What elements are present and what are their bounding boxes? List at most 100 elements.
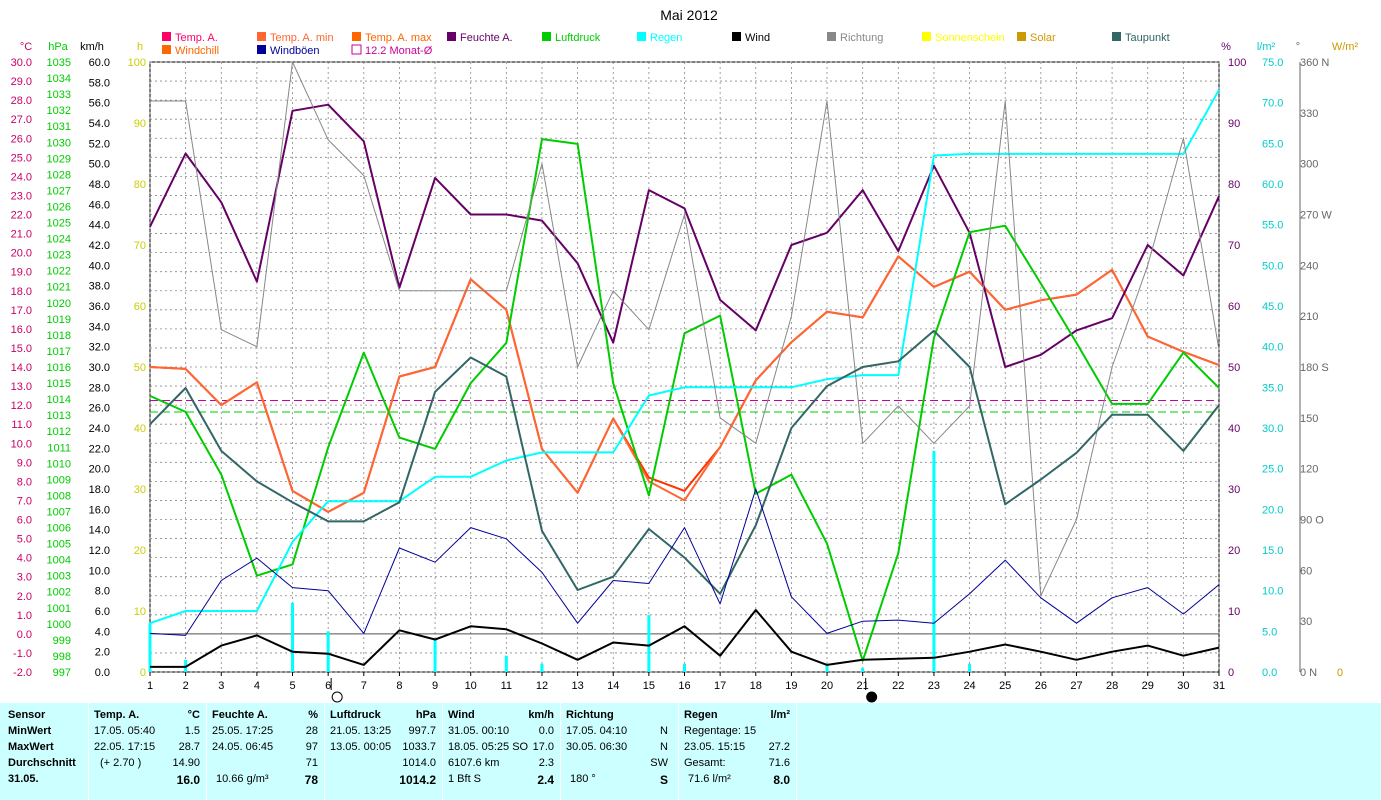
x-tick-label: 5 xyxy=(289,680,295,692)
axis-unit-rain: l/m² xyxy=(1257,41,1276,53)
legend-label: Temp. A. max xyxy=(365,32,432,44)
axis-tick-label-temp: 6.0 xyxy=(17,515,32,527)
axis-tick-label-rain: 5.0 xyxy=(1262,626,1277,638)
axis-tick-label-temp: 21.0 xyxy=(11,229,32,241)
direction-header: Richtung xyxy=(566,709,614,721)
axis-tick-label-wind: 22.0 xyxy=(89,443,110,455)
wind-header: Wind xyxy=(448,709,475,721)
x-tick-label: 28 xyxy=(1106,680,1118,692)
x-tick-label: 7 xyxy=(361,680,367,692)
axis-tick-label-direction: 120 xyxy=(1300,464,1318,476)
axis-tick-label-temp: 17.0 xyxy=(11,305,32,317)
legend-label: Sonnenschein xyxy=(935,32,1005,44)
direction-today-note: 180 ° xyxy=(570,773,596,785)
x-tick-label: 22 xyxy=(892,680,904,692)
legend-swatch xyxy=(162,32,171,41)
summary-row-labels: Sensor MinWert MaxWert Durchschnitt 31.0… xyxy=(8,709,86,789)
x-tick-label: 10 xyxy=(465,680,477,692)
legend-swatch xyxy=(1112,32,1121,41)
axis-tick-label-direction: 60 xyxy=(1300,565,1312,577)
rain-daily-bar xyxy=(861,667,865,672)
axis-unit-temp: °C xyxy=(20,41,32,53)
direction-min-date: 17.05. 04:10 xyxy=(566,725,628,737)
axis-tick-label-pressure: 1031 xyxy=(47,121,71,133)
axis-tick-label-rain: 25.0 xyxy=(1262,464,1283,476)
axis-tick-label-wind: 40.0 xyxy=(89,260,110,272)
axis-tick-label-wind: 2.0 xyxy=(95,647,110,659)
x-tick-label: 11 xyxy=(501,680,512,692)
wind-min-date: 31.05. 00:10 xyxy=(448,725,510,737)
axis-tick-label-wind: 32.0 xyxy=(89,342,110,354)
axis-unit-sun: h xyxy=(137,41,143,53)
wind-today-note: 1 Bft S xyxy=(448,773,482,785)
legend-label: Windchill xyxy=(175,45,219,57)
legend-swatch xyxy=(827,32,836,41)
axis-tick-label-wind: 58.0 xyxy=(89,77,110,89)
wind-unit: km/h xyxy=(528,709,554,721)
temp-min-value: 1.5 xyxy=(184,725,200,737)
series-line-feuchte-a- xyxy=(149,103,1220,368)
legend-label: Taupunkt xyxy=(1125,32,1170,44)
axis-tick-label-temp: 7.0 xyxy=(17,495,32,507)
axis-tick-label-wind: 54.0 xyxy=(89,118,110,130)
humidity-today: 78 xyxy=(304,773,318,787)
temp-avg-note: (+ 2.70 ) xyxy=(100,757,142,769)
temp-max-value: 28.7 xyxy=(178,741,200,753)
axis-tick-label-humidity: 30 xyxy=(1228,484,1240,496)
summary-wind: Wind km/h 31.05. 00:10 0.0 18.05. 05:25 SO… xyxy=(448,709,554,789)
axis-tick-label-pressure: 1004 xyxy=(47,555,71,567)
axis-tick-label-wind: 34.0 xyxy=(89,321,110,333)
axis-tick-label-pressure: 1021 xyxy=(47,282,71,294)
axis-tick-label-pressure: 1018 xyxy=(47,330,71,342)
axis-tick-label-rain: 55.0 xyxy=(1262,220,1283,232)
axis-tick-label-temp: 1.0 xyxy=(17,610,32,622)
axis-tick-label-rain: 40.0 xyxy=(1262,342,1283,354)
axis-tick-label-temp: 15.0 xyxy=(11,343,32,355)
axis-tick-label-pressure: 1011 xyxy=(47,442,71,454)
axis-tick-label-humidity: 60 xyxy=(1228,301,1240,313)
x-tick-label: 15 xyxy=(643,680,655,692)
summary-panel: Sensor MinWert MaxWert Durchschnitt 31.0… xyxy=(0,703,1381,800)
axis-tick-label-pressure: 1014 xyxy=(47,394,71,406)
axis-tick-label-humidity: 40 xyxy=(1228,423,1240,435)
legend-swatch xyxy=(257,45,266,54)
rain-daily-bar xyxy=(148,623,152,672)
axis-tick-label-humidity: 50 xyxy=(1228,362,1240,374)
axis-tick-label-humidity: 10 xyxy=(1228,606,1240,618)
rain-daily-bar xyxy=(433,639,437,672)
label-avg: Durchschnitt xyxy=(8,757,76,769)
axis-tick-label-direction: 150 xyxy=(1300,413,1318,425)
legend: Temp. A. Temp. A. min Temp. A. max Feuchte … xyxy=(162,32,1170,57)
axis-tick-label-pressure: 998 xyxy=(53,651,71,663)
humidity-max-value: 97 xyxy=(305,741,318,753)
wind-max-date: 18.05. 05:25 SO xyxy=(448,741,529,753)
rain-daily-bar xyxy=(291,602,295,672)
wind-avg-value: 2.3 xyxy=(538,757,554,769)
axis-tick-label-temp: 11.0 xyxy=(11,419,32,431)
axis-tick-label-direction: 210 xyxy=(1300,311,1318,323)
axis-tick-label-wind: 42.0 xyxy=(89,240,110,252)
x-tick-label: 12 xyxy=(536,680,548,692)
axis-tick-label-rain: 60.0 xyxy=(1262,179,1283,191)
rain-daily-bar xyxy=(326,631,330,672)
axis-tick-label-wind: 10.0 xyxy=(89,565,110,577)
axis-tick-label-temp: 30.0 xyxy=(11,57,32,69)
axis-tick-label-sun: 30 xyxy=(134,484,146,496)
axis-tick-label-sun: 50 xyxy=(134,362,146,374)
wind-distance: 6107.6 km xyxy=(448,757,500,769)
rain-daily-bar xyxy=(647,615,651,672)
axis-tick-label-temp: 19.0 xyxy=(11,267,32,279)
axis-tick-label-wind: 12.0 xyxy=(89,545,110,557)
axis-tick-label-wind: 60.0 xyxy=(89,57,110,69)
pressure-min-date: 21.05. 13:25 xyxy=(330,725,392,737)
axis-unit-wind: km/h xyxy=(80,41,104,53)
axis-tick-label-rain: 20.0 xyxy=(1262,504,1283,516)
axis-unit-direction: ° xyxy=(1296,41,1300,53)
axis-tick-label-humidity: 80 xyxy=(1228,179,1240,191)
wind-max-value: 17.0 xyxy=(532,741,554,753)
x-tick-label: 19 xyxy=(785,680,797,692)
pressure-max-value: 1033.7 xyxy=(402,741,436,753)
x-tick-label: 23 xyxy=(928,680,940,692)
axis-tick-label-temp: 9.0 xyxy=(17,457,32,469)
x-tick-label: 8 xyxy=(396,680,402,692)
